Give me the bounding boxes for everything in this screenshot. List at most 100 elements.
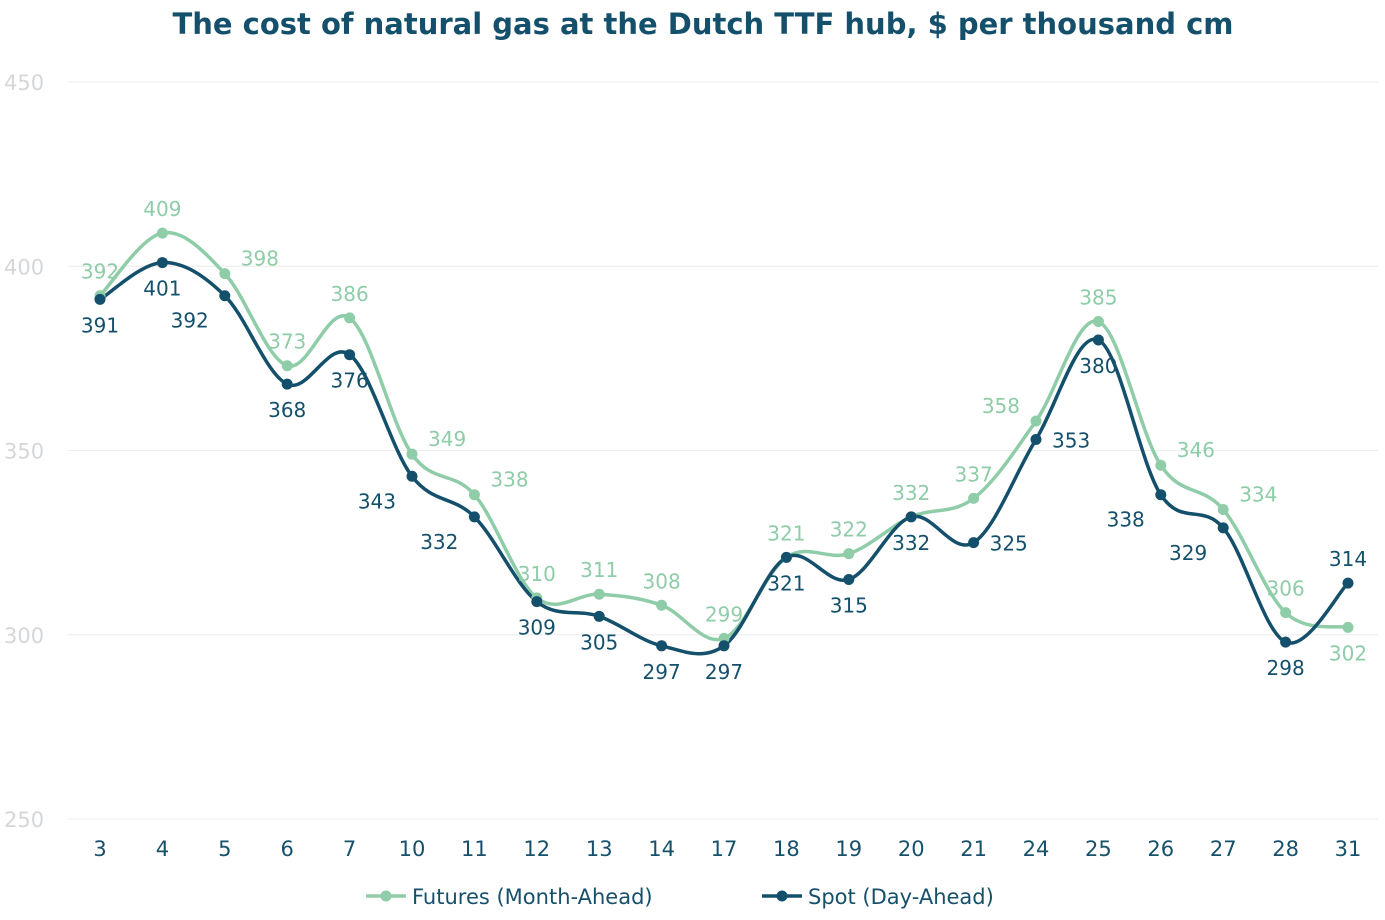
data-point [1092, 334, 1104, 346]
y-tick-label: 250 [4, 808, 44, 832]
data-point [94, 293, 106, 305]
data-point [968, 492, 980, 504]
legend: Futures (Month-Ahead) Spot (Day-Ahead) [366, 885, 994, 909]
data-point [1217, 522, 1229, 534]
data-point [1030, 415, 1042, 427]
data-label: 314 [1329, 547, 1367, 571]
data-label: 386 [331, 282, 369, 306]
data-label: 392 [81, 260, 119, 284]
data-point [905, 511, 917, 523]
data-label: 332 [892, 481, 930, 505]
data-point [281, 378, 293, 390]
data-point [1030, 433, 1042, 445]
x-tick-label: 27 [1210, 837, 1237, 861]
data-point [468, 511, 480, 523]
data-label: 321 [767, 571, 805, 595]
data-point [1342, 621, 1354, 633]
data-label: 310 [518, 562, 556, 586]
gridlines [68, 81, 1378, 820]
data-label: 338 [1107, 508, 1145, 532]
x-tick-label: 24 [1023, 837, 1050, 861]
x-tick-label: 5 [218, 837, 231, 861]
data-label: 329 [1169, 541, 1207, 565]
data-label: 332 [420, 530, 458, 554]
data-point [843, 548, 855, 560]
data-label: 305 [580, 630, 618, 654]
x-tick-label: 4 [156, 837, 169, 861]
y-tick-label: 400 [4, 255, 44, 279]
data-label: 299 [705, 602, 743, 626]
data-label: 391 [81, 313, 119, 337]
data-points [94, 227, 1354, 652]
data-point [1280, 607, 1292, 619]
data-label: 309 [518, 616, 556, 640]
data-point [1342, 577, 1354, 589]
data-label: 337 [955, 462, 993, 486]
x-tick-label: 28 [1272, 837, 1299, 861]
data-point [468, 489, 480, 501]
data-label: 306 [1267, 577, 1305, 601]
data-label: 346 [1177, 438, 1215, 462]
data-point [344, 349, 356, 361]
data-label: 349 [428, 427, 466, 451]
data-point [593, 610, 605, 622]
data-label: 392 [171, 309, 209, 333]
data-label: 322 [830, 518, 868, 542]
legend-entry: Futures (Month-Ahead) [412, 885, 653, 909]
chart-title: The cost of natural gas at the Dutch TTF… [172, 7, 1233, 41]
x-tick-label: 19 [835, 837, 862, 861]
x-axis-ticks: 3 4 5 6 7 10 11 12 13 14 17 18 19 20 21 24 25 26 27 28 31 [93, 837, 1361, 861]
data-point [344, 312, 356, 324]
x-tick-label: 12 [523, 837, 550, 861]
data-label: 353 [1052, 428, 1090, 452]
data-point [219, 268, 231, 280]
data-point [281, 360, 293, 372]
x-tick-label: 14 [648, 837, 675, 861]
data-point [1092, 316, 1104, 328]
data-label: 385 [1079, 286, 1117, 310]
data-point [780, 551, 792, 563]
data-label: 297 [705, 660, 743, 684]
data-label: 321 [767, 521, 805, 545]
data-label: 409 [143, 197, 181, 221]
x-tick-label: 18 [773, 837, 800, 861]
series-lines [98, 230, 1350, 656]
data-point [1155, 489, 1167, 501]
x-tick-label: 7 [343, 837, 356, 861]
x-tick-label: 25 [1085, 837, 1112, 861]
x-tick-label: 20 [898, 837, 925, 861]
data-label: 338 [490, 468, 528, 492]
y-tick-label: 350 [4, 440, 44, 464]
data-label: 343 [358, 489, 396, 513]
data-label: 325 [990, 532, 1028, 556]
data-point [656, 599, 668, 611]
data-label: 311 [580, 558, 618, 582]
data-label: 373 [268, 330, 306, 354]
y-axis-ticks: 250 300 350 400 450 [4, 71, 44, 832]
data-label: 334 [1239, 482, 1277, 506]
legend-entry: Spot (Day-Ahead) [808, 885, 994, 909]
x-tick-label: 6 [281, 837, 294, 861]
x-tick-label: 17 [711, 837, 738, 861]
data-point [531, 596, 543, 608]
series-line-1 [98, 260, 1350, 656]
x-tick-label: 21 [960, 837, 987, 861]
data-point [656, 640, 668, 652]
data-label: 368 [268, 398, 306, 422]
data-label: 308 [643, 569, 681, 593]
x-tick-label: 10 [399, 837, 426, 861]
x-tick-label: 3 [93, 837, 106, 861]
data-point [593, 588, 605, 600]
data-point [968, 537, 980, 549]
data-label: 298 [1267, 656, 1305, 680]
x-tick-label: 13 [586, 837, 613, 861]
data-label: 302 [1329, 641, 1367, 665]
legend-swatch-dot [776, 890, 788, 902]
data-label: 376 [331, 369, 369, 393]
y-tick-label: 450 [4, 71, 44, 95]
data-label: 401 [143, 277, 181, 301]
y-tick-label: 300 [4, 624, 44, 648]
data-point [718, 640, 730, 652]
data-labels: 392 409 398 373 386 349 338 310 311 308 299 321 322 3… [81, 197, 1367, 684]
